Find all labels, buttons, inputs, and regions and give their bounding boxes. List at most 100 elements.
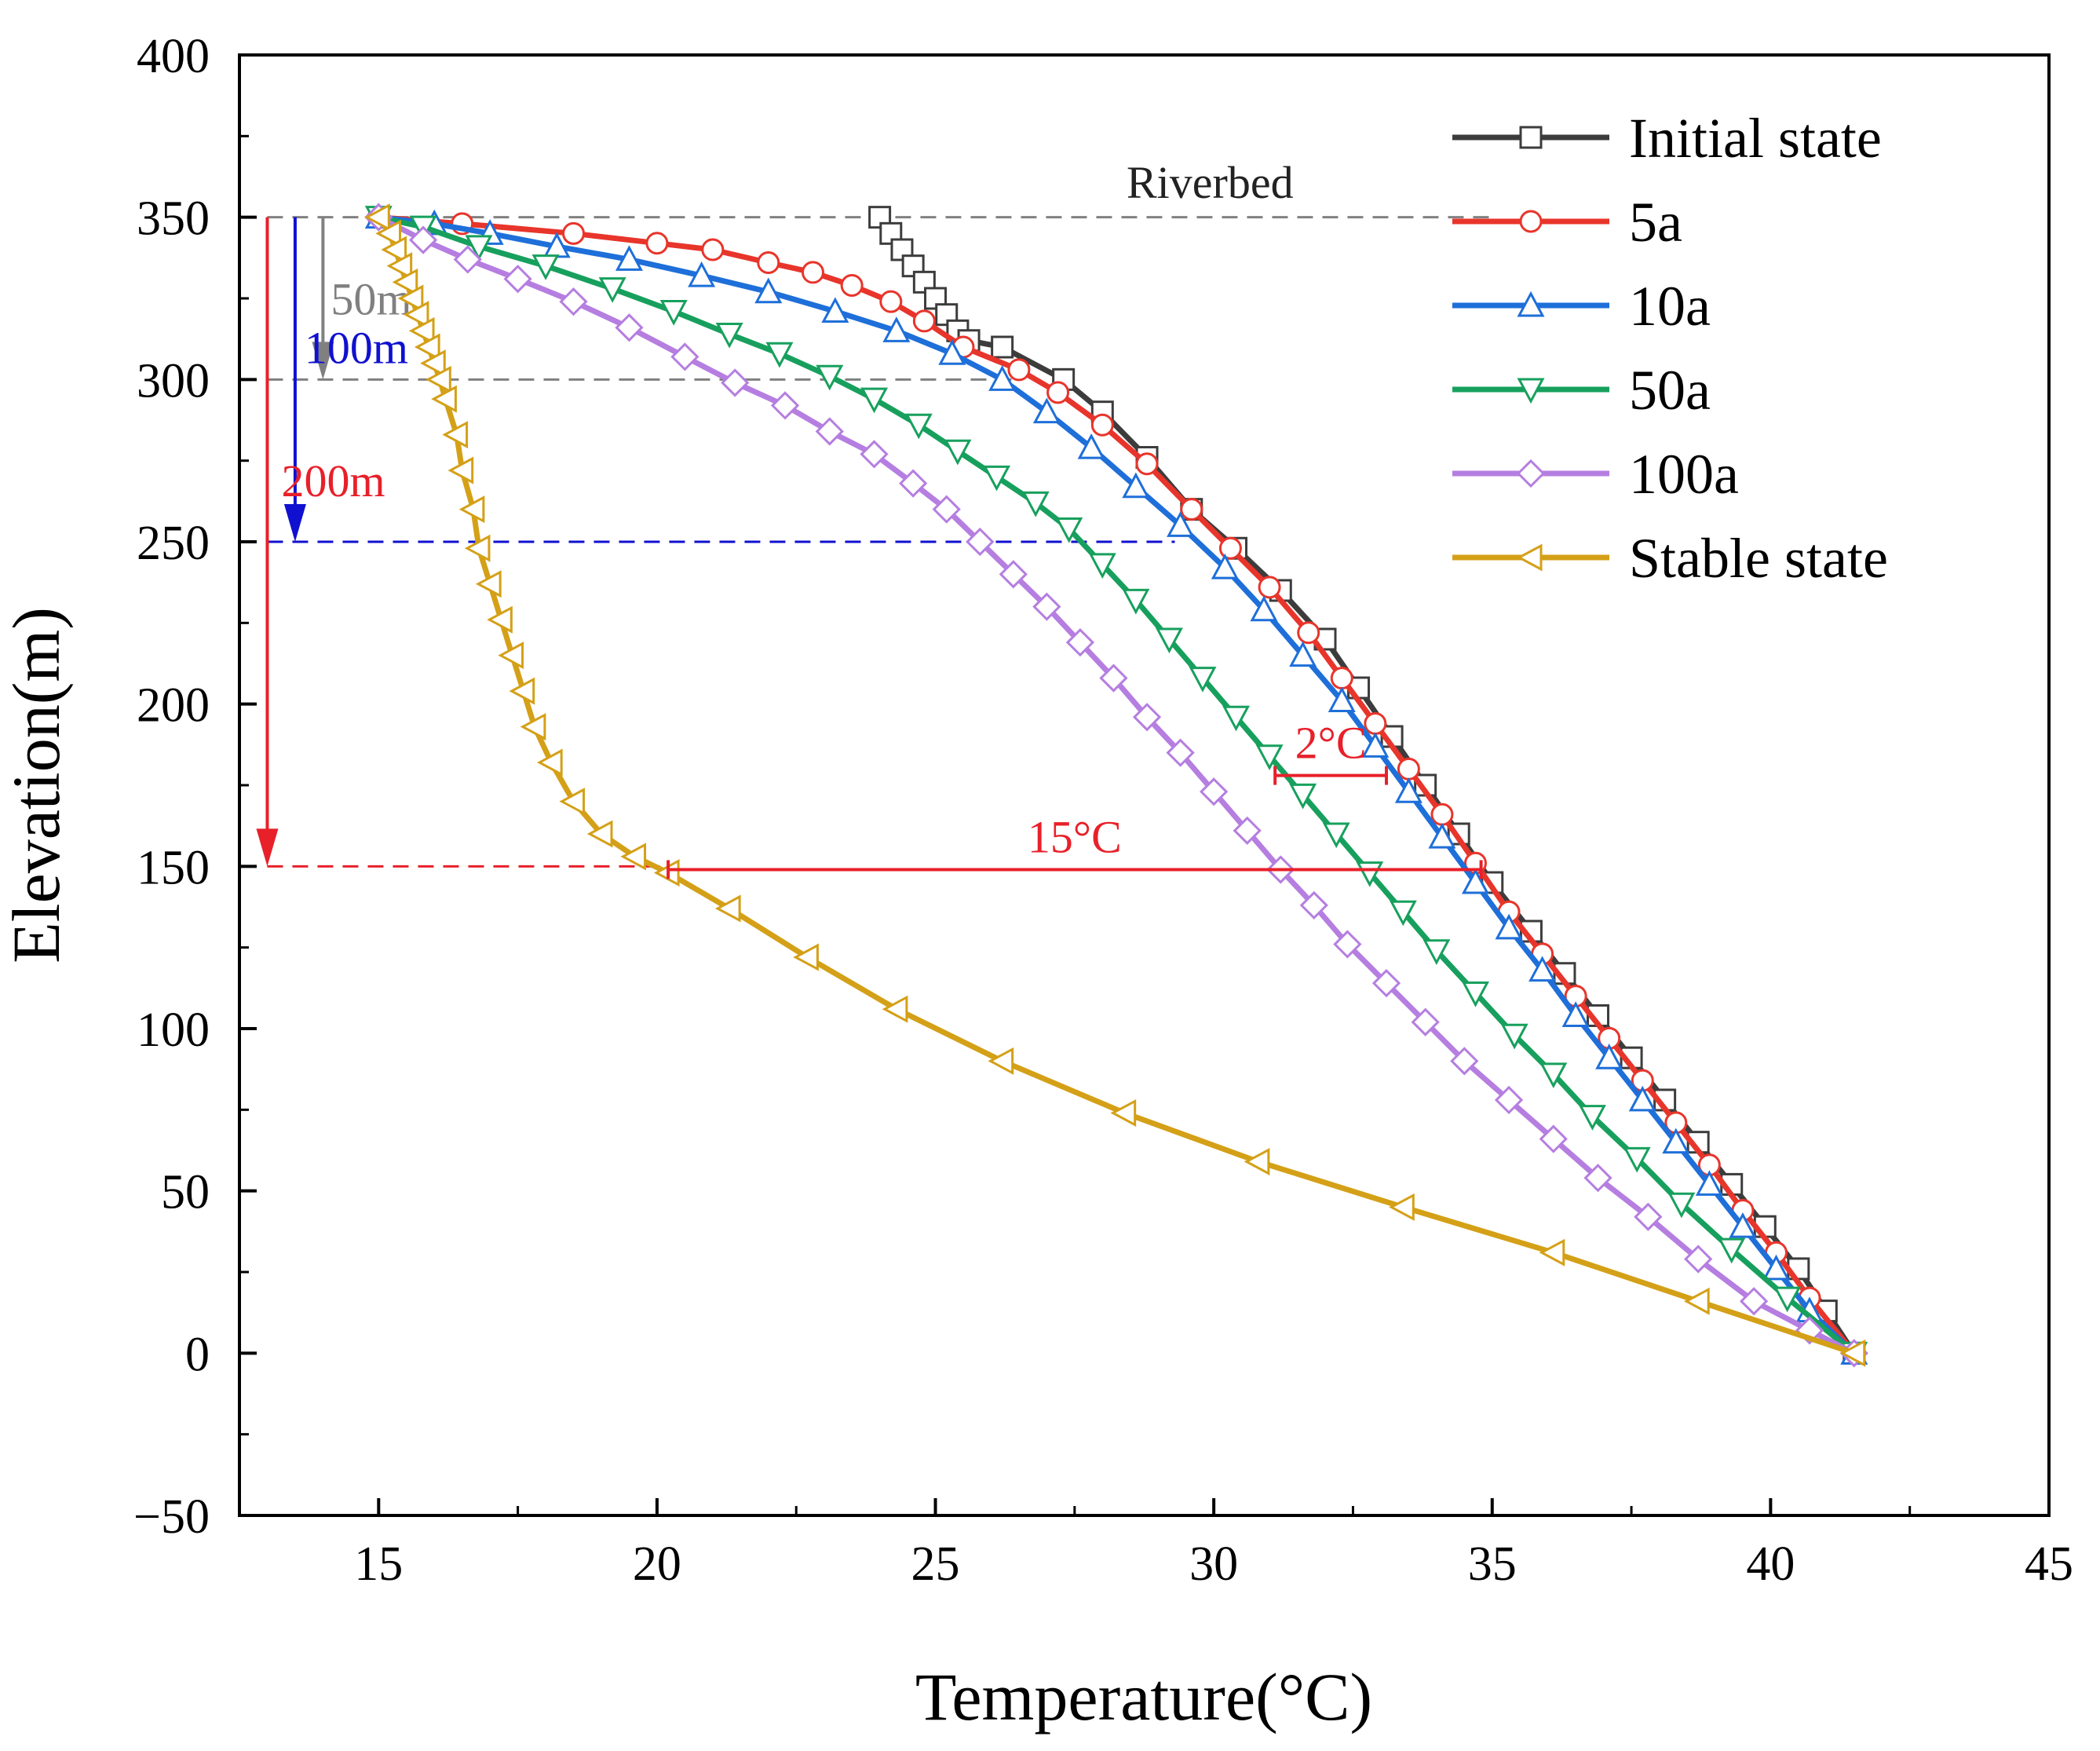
marker [475, 570, 502, 598]
x-tick-label: 15 [354, 1537, 403, 1591]
marker [586, 820, 613, 848]
marker [1519, 126, 1543, 149]
x-tick-label: 20 [633, 1537, 681, 1591]
marker [598, 277, 626, 303]
marker [765, 342, 794, 368]
marker [1394, 777, 1423, 803]
marker [1495, 913, 1523, 940]
marker [688, 261, 716, 287]
marker [1233, 816, 1262, 845]
marker [1299, 890, 1328, 920]
marker [1839, 1339, 1866, 1367]
marker [1166, 738, 1195, 767]
axes: 15 20 25 30 35 40 45 −50 0 50 100 150 200 250 300 350 40… [133, 30, 2073, 1591]
marker [487, 605, 513, 634]
marker [821, 297, 849, 324]
marker [1328, 686, 1356, 713]
marker [1528, 956, 1557, 982]
y-tick-label: 250 [137, 517, 210, 570]
marker [1739, 1287, 1769, 1316]
y-tick-label: 50 [161, 1166, 210, 1219]
marker [615, 313, 644, 342]
marker [1494, 1085, 1524, 1115]
marker [397, 284, 424, 313]
legend-label: Initial state [1629, 107, 1882, 170]
marker [1430, 802, 1454, 826]
marker [757, 251, 780, 275]
legend-item: Stable state [1452, 527, 1888, 590]
marker [1628, 1085, 1656, 1112]
legend-label: 10a [1629, 275, 1711, 338]
marker [1539, 1238, 1565, 1267]
marker [1361, 732, 1390, 758]
depth-arrow-head [312, 342, 334, 380]
legend-label: 50a [1629, 359, 1711, 422]
marker [420, 349, 446, 378]
marker [802, 261, 825, 284]
marker [860, 440, 889, 469]
marker [498, 642, 524, 670]
marker [1516, 459, 1546, 488]
marker [770, 391, 800, 420]
guide-lines [267, 216, 1492, 868]
marker [899, 469, 928, 498]
marker [1684, 1287, 1710, 1315]
marker [442, 421, 469, 449]
marker [1167, 511, 1195, 537]
legend-label: 100a [1629, 443, 1739, 506]
marker [559, 788, 586, 816]
marker [392, 268, 418, 296]
marker [1135, 452, 1159, 476]
marker [991, 335, 1014, 359]
marker [1065, 628, 1095, 657]
marker [815, 417, 844, 446]
marker [983, 465, 1011, 492]
marker [1297, 621, 1320, 645]
marker [1255, 744, 1284, 770]
marker [464, 534, 491, 562]
marker [1795, 1316, 1824, 1345]
marker [1634, 1202, 1663, 1231]
marker [1762, 1254, 1790, 1281]
marker [520, 713, 546, 741]
marker [386, 252, 413, 280]
marker [1539, 1124, 1568, 1153]
marker [1222, 705, 1251, 732]
marker [559, 287, 588, 316]
y-axis-title: Elevation(m) [0, 607, 74, 963]
marker [1258, 576, 1281, 599]
marker [381, 236, 407, 264]
marker [944, 439, 972, 466]
marker [754, 277, 783, 304]
marker [509, 677, 535, 705]
marker [414, 333, 440, 361]
series-line [378, 214, 1857, 1355]
marker [620, 843, 647, 871]
legend-item: 100a [1452, 443, 1739, 506]
depth-arrow-head [256, 828, 279, 867]
riverbed-label: Riverbed [1127, 157, 1294, 208]
marker [1578, 1105, 1606, 1131]
marker [1389, 900, 1417, 927]
marker [1461, 982, 1489, 1007]
marker [1516, 543, 1543, 572]
marker [860, 387, 889, 414]
marker [1122, 472, 1150, 499]
marker [1110, 1098, 1137, 1127]
marker [1200, 777, 1229, 806]
marker [1250, 595, 1278, 622]
marker [670, 342, 699, 371]
marker [1099, 663, 1128, 693]
marker [659, 300, 688, 326]
marker [715, 322, 743, 349]
marker [1244, 1147, 1270, 1175]
marker [1007, 358, 1031, 382]
marker [882, 316, 911, 342]
marker [904, 413, 933, 440]
marker [1132, 703, 1162, 732]
series-5a [367, 206, 1866, 1365]
marker [999, 560, 1028, 589]
marker [988, 1047, 1014, 1075]
marker [1561, 1001, 1590, 1027]
marker [1322, 822, 1350, 849]
